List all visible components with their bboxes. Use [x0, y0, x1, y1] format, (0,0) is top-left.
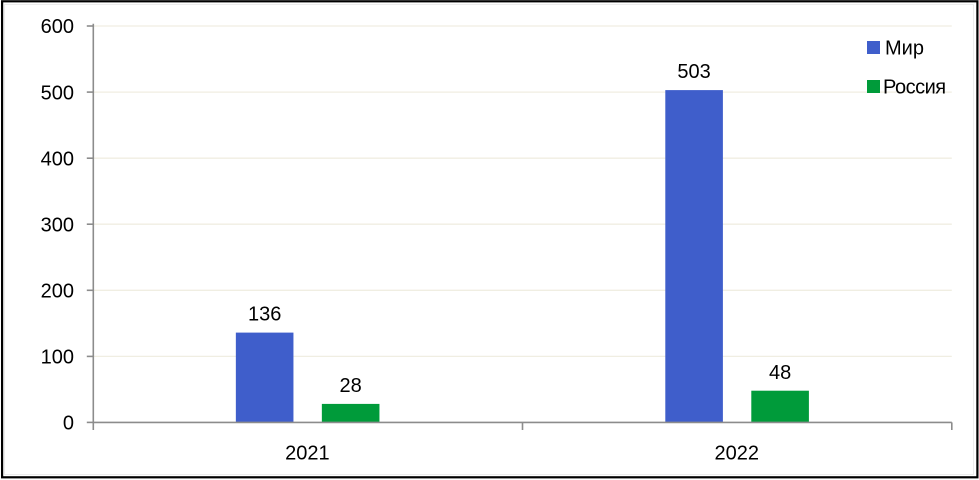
- svg-text:28: 28: [340, 375, 362, 397]
- svg-text:Россия: Россия: [883, 76, 946, 98]
- svg-text:300: 300: [41, 214, 74, 236]
- svg-text:200: 200: [41, 281, 74, 303]
- svg-text:600: 600: [41, 16, 74, 38]
- svg-text:400: 400: [41, 148, 74, 170]
- svg-text:48: 48: [769, 362, 791, 384]
- svg-text:100: 100: [41, 347, 74, 369]
- svg-text:2022: 2022: [715, 443, 760, 465]
- svg-text:2021: 2021: [285, 443, 330, 465]
- svg-text:Мир: Мир: [885, 38, 924, 60]
- svg-text:136: 136: [248, 304, 281, 326]
- svg-text:503: 503: [677, 61, 710, 83]
- svg-text:0: 0: [63, 413, 74, 435]
- svg-text:500: 500: [41, 82, 74, 104]
